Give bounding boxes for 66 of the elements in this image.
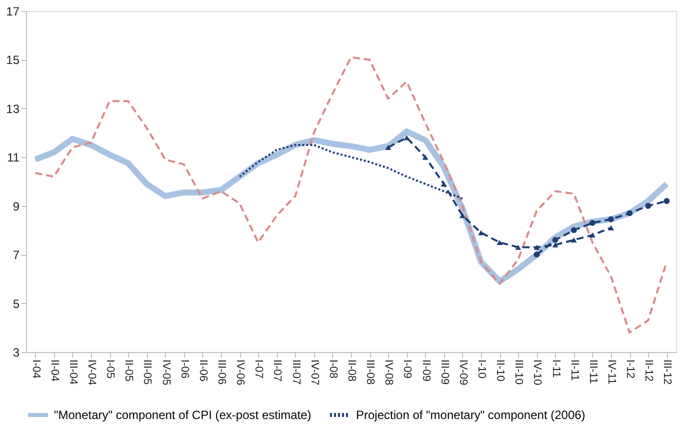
x-tick-label: III-04 (66, 360, 79, 385)
x-tick-label: II-06 (196, 360, 209, 382)
x-tick-label: II-05 (122, 360, 135, 382)
point (645, 202, 652, 209)
x-tick-label: III-09 (438, 360, 450, 385)
x-tick-label: I-11 (550, 360, 562, 378)
y-tick-label: 11 (7, 150, 20, 165)
point (664, 198, 670, 204)
x-tick-label: II-07 (271, 360, 284, 382)
x-tick-label: II-04 (48, 360, 60, 382)
x-tick-label: I-12 (624, 360, 636, 378)
x-tick-label: III-11 (586, 360, 599, 384)
point (496, 240, 503, 245)
y-tick-label: 13 (6, 102, 20, 116)
legend-label: "Monetary" component of CPI (ex-post estimate) (54, 408, 312, 422)
y-tick-label: 15 (6, 53, 20, 68)
point (459, 213, 466, 218)
y-tick-label: 5 (12, 296, 20, 311)
x-tick-label: IV-07 (308, 360, 320, 386)
x-tick-label: I-05 (104, 360, 116, 378)
x-tick-label: IV-10 (531, 360, 544, 386)
x-tick-label: I-07 (252, 360, 265, 378)
point (534, 252, 540, 258)
point (515, 244, 522, 250)
point (589, 232, 596, 238)
y-tick-label: 3 (12, 346, 20, 360)
x-tick-label: III-05 (141, 360, 154, 385)
x-tick-label: I-06 (178, 360, 190, 378)
point (534, 244, 540, 250)
legend-label: Projection of "monetary" component (2006) (356, 408, 586, 422)
x-tick-label: IV-05 (160, 360, 172, 386)
x-tick-label: IV-11 (606, 360, 618, 384)
point (422, 154, 428, 160)
x-tick-label: II-10 (494, 360, 506, 382)
x-tick-label: III-12 (661, 360, 674, 385)
point (552, 237, 558, 243)
x-tick-label: II-11 (568, 360, 580, 381)
line-series (34, 56, 668, 334)
point (478, 230, 484, 236)
point (570, 227, 577, 234)
x-tick-label: III-08 (364, 360, 376, 385)
x-tick-label: I-10 (476, 360, 488, 378)
point (608, 225, 614, 230)
x-tick-label: I-09 (401, 360, 414, 378)
y-tick-label: 9 (12, 199, 20, 214)
x-tick-label: II-08 (346, 360, 358, 382)
x-tick-label: II-12 (642, 360, 655, 382)
point (385, 144, 392, 150)
y-tick-label: 17 (6, 4, 20, 18)
x-tick-label: II-09 (420, 360, 432, 382)
x-tick-label: IV-08 (382, 360, 395, 386)
x-tick-label: IV-09 (456, 360, 469, 386)
point (440, 181, 447, 186)
point (589, 220, 596, 226)
point (626, 210, 633, 216)
y-tick-label: 7 (12, 248, 20, 262)
x-tick-label: I-08 (326, 360, 339, 378)
point (608, 216, 614, 222)
point (552, 242, 558, 248)
x-tick-label: III-10 (512, 360, 525, 385)
point (570, 237, 577, 243)
x-tick-label: IV-06 (234, 360, 246, 386)
x-tick-label: III-07 (290, 360, 302, 385)
x-tick-label: III-06 (216, 360, 228, 385)
x-tick-label: IV-04 (86, 360, 98, 386)
x-tick-label: I-04 (30, 360, 42, 378)
